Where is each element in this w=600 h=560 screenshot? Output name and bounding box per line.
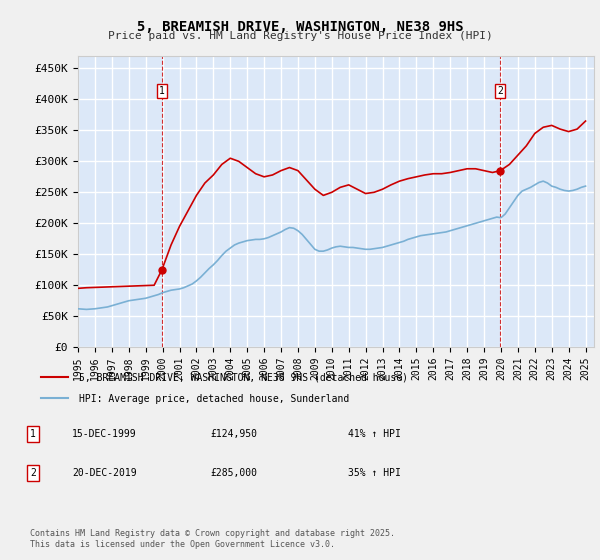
Text: Price paid vs. HM Land Registry's House Price Index (HPI): Price paid vs. HM Land Registry's House … xyxy=(107,31,493,41)
Text: 2: 2 xyxy=(497,86,503,96)
Text: 41% ↑ HPI: 41% ↑ HPI xyxy=(348,429,401,439)
Text: 35% ↑ HPI: 35% ↑ HPI xyxy=(348,468,401,478)
Text: Contains HM Land Registry data © Crown copyright and database right 2025.
This d: Contains HM Land Registry data © Crown c… xyxy=(30,529,395,549)
Text: 2: 2 xyxy=(30,468,36,478)
Text: 1: 1 xyxy=(159,86,165,96)
Text: 15-DEC-1999: 15-DEC-1999 xyxy=(72,429,137,439)
Text: 1: 1 xyxy=(30,429,36,439)
Text: 5, BREAMISH DRIVE, WASHINGTON, NE38 9HS (detached house): 5, BREAMISH DRIVE, WASHINGTON, NE38 9HS … xyxy=(79,372,407,382)
Text: £124,950: £124,950 xyxy=(210,429,257,439)
Text: 20-DEC-2019: 20-DEC-2019 xyxy=(72,468,137,478)
Text: £285,000: £285,000 xyxy=(210,468,257,478)
Text: 5, BREAMISH DRIVE, WASHINGTON, NE38 9HS: 5, BREAMISH DRIVE, WASHINGTON, NE38 9HS xyxy=(137,20,463,34)
Text: HPI: Average price, detached house, Sunderland: HPI: Average price, detached house, Sund… xyxy=(79,394,349,404)
